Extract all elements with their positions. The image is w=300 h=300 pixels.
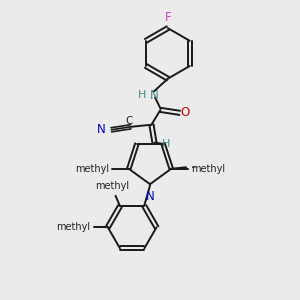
Text: methyl: methyl <box>75 164 109 174</box>
Text: H: H <box>162 139 170 149</box>
Text: methyl: methyl <box>191 167 196 168</box>
Text: H: H <box>138 90 146 100</box>
Text: F: F <box>164 11 171 24</box>
Text: methyl: methyl <box>191 164 225 174</box>
Text: methyl: methyl <box>95 181 130 191</box>
Text: N: N <box>97 123 105 136</box>
Text: N: N <box>146 190 154 203</box>
Text: methyl: methyl <box>192 166 197 167</box>
Text: C: C <box>125 116 133 127</box>
Text: methyl: methyl <box>192 167 197 168</box>
Text: methyl: methyl <box>56 222 90 232</box>
Text: N: N <box>150 88 158 101</box>
Text: O: O <box>180 106 190 119</box>
